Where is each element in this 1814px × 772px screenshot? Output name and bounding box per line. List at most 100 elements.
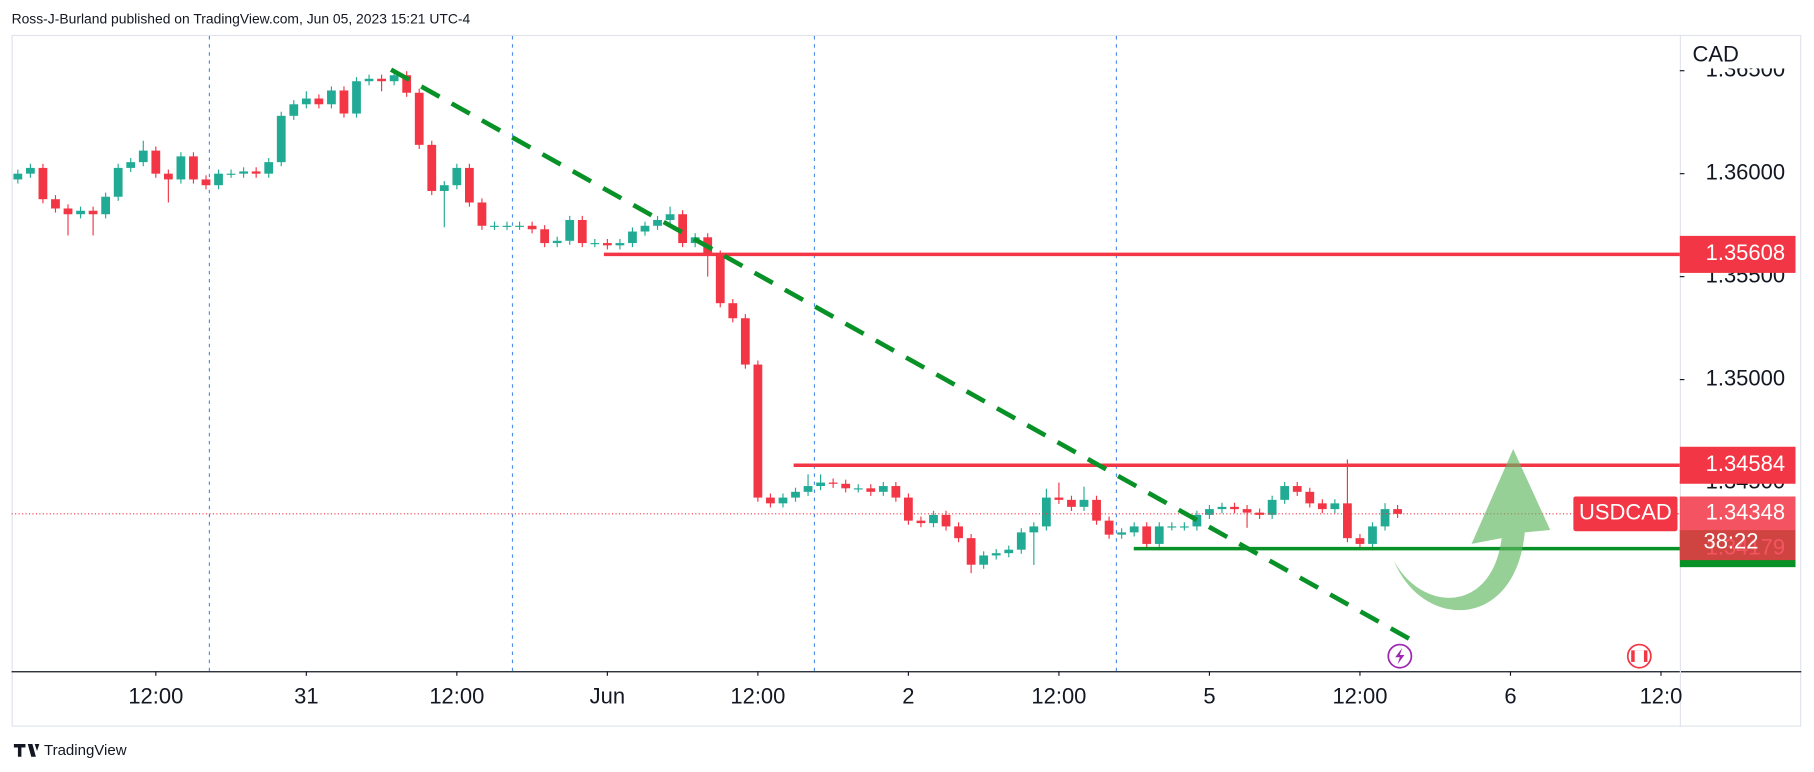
candle-body [76,210,85,215]
candle-body [1104,520,1114,535]
x-tick-label: 12:00 [730,684,785,709]
last-price-bg [1679,496,1796,561]
candle-body [602,243,612,246]
flag-icon-center [1634,650,1644,662]
candle-body [929,514,938,524]
candle-body [113,167,123,197]
logo [13,744,40,757]
candle-body [766,497,775,504]
currency: CAD [1693,42,1739,67]
candle-body [1393,509,1402,514]
candle-body [189,156,198,180]
candle-body [577,220,587,244]
candle-body [791,491,800,498]
candle-body [477,202,487,226]
candle-body [1029,526,1039,533]
candle-body [126,162,136,168]
candle-body [966,538,976,565]
footer: TradingView [44,742,127,759]
candle-body [301,98,311,105]
symbol-bg [1573,496,1678,532]
session-lines [208,36,1117,672]
candle-body [1368,526,1377,544]
candle-body [364,78,374,82]
candle-body [1154,526,1164,544]
candle-body [891,486,901,498]
y-tick-label: 1.35000 [1706,365,1785,390]
candle-body [239,171,249,174]
candle-body [1067,499,1076,507]
candle-body [1079,499,1089,507]
trend-line [389,67,1413,642]
candle-body [163,173,173,180]
plot [11,70,1680,574]
candle-body [1129,526,1139,533]
candle-body [1267,499,1277,515]
candle-body [1179,526,1189,528]
candle-body [941,514,951,527]
candle-body [1380,509,1390,527]
candle-body [465,167,474,203]
x-tick-label: 12:00 [1031,684,1086,709]
candle-body [803,486,813,492]
candle-body [816,482,825,487]
x-tick-label: 12:00 [128,684,183,709]
candle-body [565,220,575,241]
candle-body [1117,532,1127,535]
candle-body [226,173,236,175]
candle-body [1355,538,1365,544]
candle-body [615,243,625,246]
candle-body [327,90,336,105]
candle-body [402,75,412,93]
frame [11,34,1802,727]
last-price: 1.34348 [1706,500,1785,525]
candle-body [502,225,512,227]
price-axis: 1.365001.360001.355001.350001.345001.356… [1679,57,1796,568]
candle-body [753,364,763,498]
candle-body [1255,512,1264,515]
candle-body [866,488,876,492]
candle-body [916,520,926,524]
candle-body [515,225,524,227]
candle-body [414,92,424,145]
header: Ross-J-Burland published on TradingView.… [12,11,471,27]
candle-body [138,150,148,163]
candle-body [1242,509,1252,513]
arrow [1394,449,1551,611]
x-tick-label: 6 [1504,684,1516,709]
candle-body [590,243,600,245]
candle-body [1092,499,1101,521]
candle-body [1217,506,1227,510]
candle-body [979,555,989,565]
candle-body [176,156,186,180]
candle-body [740,318,750,365]
candle-body [1280,486,1290,500]
candle-body [276,115,286,163]
candle-body [552,240,562,244]
candle-body [841,483,851,489]
candle-body [853,488,863,490]
candle-body [88,210,98,215]
candle-body [1205,509,1214,515]
candle-body [653,220,662,226]
level-label: 1.34584 [1706,451,1785,476]
candle-body [1054,497,1064,500]
candle-body [1330,503,1340,510]
candle-body [1343,503,1352,539]
level-label-bg [1679,446,1796,484]
candle-body [251,171,261,174]
candle-body [640,225,650,232]
candle-body [1016,532,1026,550]
countdown: 38:22 [1703,529,1758,554]
candle-body [314,98,324,105]
level-label-bg [1679,235,1796,273]
candle-body [1305,491,1315,504]
candle-body [51,199,60,209]
candle-body [1317,503,1327,510]
candle-body [678,214,688,244]
candle-body [352,81,361,114]
candle-body [1192,514,1202,527]
candle-body [452,167,462,186]
candle-body [904,497,913,521]
